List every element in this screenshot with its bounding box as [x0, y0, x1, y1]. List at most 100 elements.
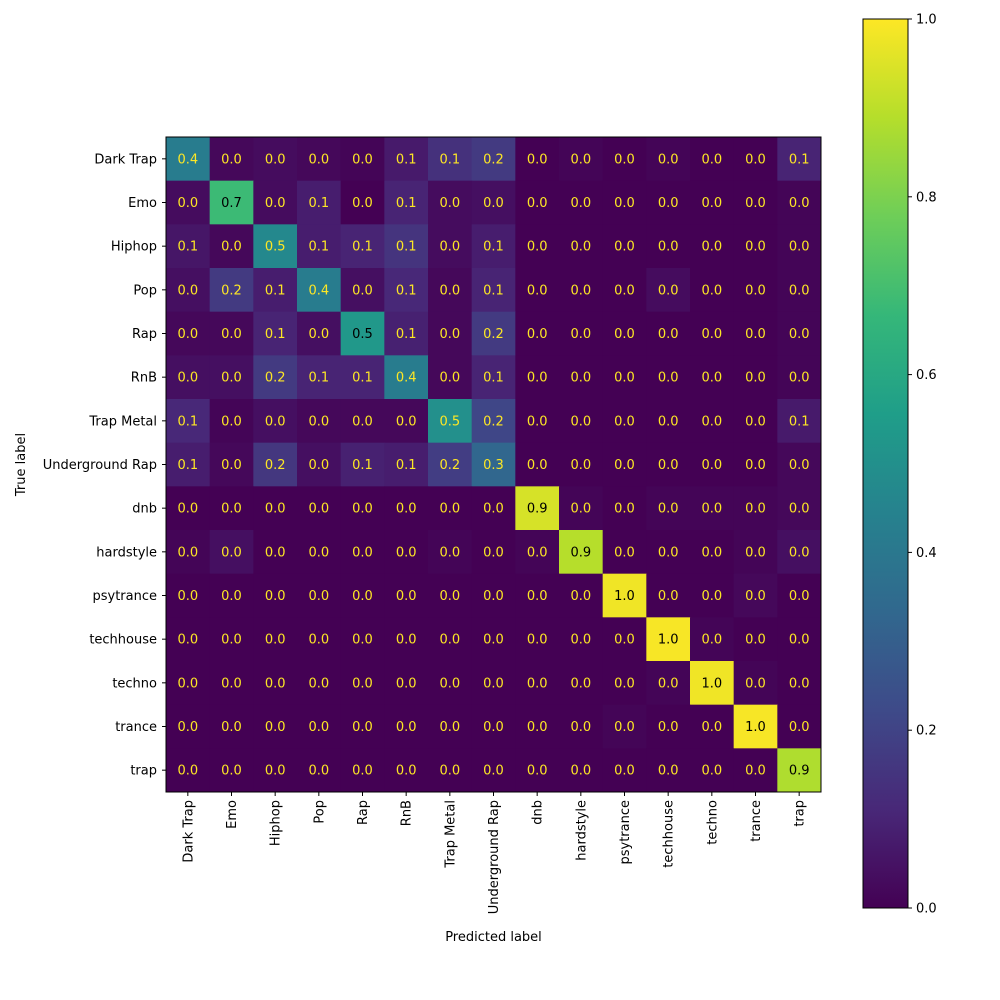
- heatmap-cell: [777, 180, 822, 225]
- heatmap-cell: [340, 704, 385, 749]
- cell-value-label: 0.0: [614, 283, 635, 298]
- cell-value-label: 0.0: [221, 545, 242, 560]
- cell-value-label: 0.0: [439, 240, 460, 255]
- cell-value-label: 0.0: [658, 283, 679, 298]
- heatmap-cell: [297, 442, 342, 487]
- heatmap-cell: [297, 704, 342, 749]
- cell-value-label: 0.0: [701, 196, 722, 211]
- heatmap-cell: [733, 224, 778, 269]
- heatmap-cell: [209, 137, 254, 182]
- cell-value-label: 0.0: [658, 458, 679, 473]
- heatmap-cell: [602, 486, 647, 531]
- heatmap-cell: [515, 486, 560, 531]
- cell-value-label: 0.0: [745, 676, 766, 691]
- cell-value-label: 0.0: [658, 676, 679, 691]
- heatmap-cell: [428, 748, 473, 793]
- cell-value-label: 0.0: [177, 633, 198, 648]
- cell-value-label: 0.0: [789, 371, 810, 386]
- heatmap-cell: [515, 748, 560, 793]
- heatmap-cell: [166, 268, 211, 313]
- heatmap-cell: [602, 748, 647, 793]
- cell-value-label: 0.0: [439, 502, 460, 517]
- heatmap-cell: [253, 704, 298, 749]
- cell-value-label: 0.0: [527, 414, 548, 429]
- cell-value-label: 0.1: [352, 240, 373, 255]
- cell-value-label: 0.0: [177, 196, 198, 211]
- cell-value-label: 0.1: [396, 458, 417, 473]
- heatmap-cell: [297, 224, 342, 269]
- heatmap-cell: [515, 311, 560, 356]
- heatmap-cell: [690, 355, 735, 400]
- cell-value-label: 0.2: [483, 327, 504, 342]
- cell-value-label: 0.0: [745, 545, 766, 560]
- heatmap-cell: [297, 748, 342, 793]
- cell-value-label: 0.0: [745, 502, 766, 517]
- heatmap-cell: [297, 399, 342, 444]
- cell-value-label: 0.2: [221, 283, 242, 298]
- cell-value-label: 0.0: [658, 720, 679, 735]
- heatmap-cell: [166, 180, 211, 225]
- heatmap-cell: [602, 137, 647, 182]
- cell-value-label: 0.0: [570, 589, 591, 604]
- heatmap-cell: [253, 268, 298, 313]
- heatmap-cell: [297, 137, 342, 182]
- x-tick-label: Trap Metal: [443, 800, 458, 869]
- cell-value-label: 0.0: [527, 545, 548, 560]
- cell-value-label: 0.0: [177, 502, 198, 517]
- heatmap-cell: [690, 442, 735, 487]
- heatmap-cell: [428, 661, 473, 706]
- heatmap-cell: [559, 748, 604, 793]
- heatmap-cell: [559, 617, 604, 662]
- heatmap-cell: [559, 530, 604, 575]
- y-tick-label: Pop: [133, 283, 157, 298]
- cell-value-label: 0.0: [527, 633, 548, 648]
- cell-value-label: 0.0: [701, 414, 722, 429]
- cell-value-label: 0.0: [352, 676, 373, 691]
- y-tick-label: trance: [115, 720, 157, 735]
- cell-value-label: 0.2: [483, 414, 504, 429]
- cell-value-label: 0.1: [396, 152, 417, 167]
- cell-value-label: 0.0: [265, 720, 286, 735]
- heatmap-cell: [384, 617, 429, 662]
- cell-value-label: 0.0: [570, 414, 591, 429]
- heatmap-cell: [428, 617, 473, 662]
- heatmap-cell: [602, 704, 647, 749]
- cell-value-label: 0.0: [614, 240, 635, 255]
- cell-value-label: 0.0: [265, 414, 286, 429]
- heatmap-cell: [471, 311, 516, 356]
- cell-value-label: 0.0: [221, 720, 242, 735]
- cell-value-label: 0.0: [701, 327, 722, 342]
- x-tick-label: Rap: [356, 800, 371, 825]
- heatmap-cell: [340, 661, 385, 706]
- cell-value-label: 0.0: [177, 371, 198, 386]
- colorbar: [862, 18, 909, 909]
- heatmap-cell: [733, 311, 778, 356]
- cell-value-label: 0.0: [570, 458, 591, 473]
- heatmap-cell: [690, 180, 735, 225]
- cell-value-label: 0.0: [265, 676, 286, 691]
- heatmap-cell: [733, 137, 778, 182]
- cell-value-label: 0.0: [352, 502, 373, 517]
- heatmap-cell: [297, 617, 342, 662]
- cell-value-label: 0.0: [483, 196, 504, 211]
- cell-value-label: 0.0: [527, 327, 548, 342]
- heatmap-cell: [471, 530, 516, 575]
- heatmap-cell: [428, 268, 473, 313]
- heatmap-cell: [166, 617, 211, 662]
- heatmap-cell: [166, 573, 211, 618]
- heatmap-cell: [646, 530, 691, 575]
- heatmap-cell: [209, 268, 254, 313]
- heatmap-cell: [297, 355, 342, 400]
- cell-value-label: 0.0: [614, 327, 635, 342]
- cell-value-label: 0.0: [439, 633, 460, 648]
- heatmap-cell: [733, 355, 778, 400]
- cell-value-label: 0.5: [352, 327, 373, 342]
- heatmap-cell: [602, 224, 647, 269]
- heatmap-cell: [166, 486, 211, 531]
- cell-value-label: 0.9: [527, 502, 548, 517]
- heatmap-cell: [559, 573, 604, 618]
- heatmap-cell: [646, 268, 691, 313]
- cell-value-label: 0.0: [352, 196, 373, 211]
- cell-value-label: 0.0: [701, 152, 722, 167]
- cell-value-label: 0.0: [527, 283, 548, 298]
